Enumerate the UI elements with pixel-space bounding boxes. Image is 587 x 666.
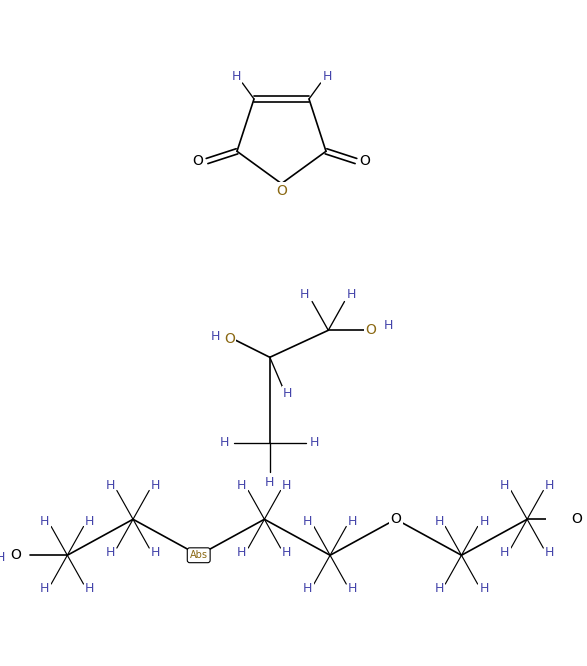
Text: H: H [106, 546, 115, 559]
Text: H: H [237, 546, 247, 559]
Text: H: H [40, 515, 49, 528]
Text: H: H [282, 480, 292, 492]
Text: H: H [500, 546, 510, 559]
Text: O: O [390, 512, 402, 526]
Text: H: H [545, 480, 554, 492]
Text: H: H [545, 546, 554, 559]
Text: H: H [434, 582, 444, 595]
Text: O: O [571, 512, 582, 526]
Text: O: O [193, 154, 204, 168]
Text: H: H [347, 288, 356, 301]
Text: H: H [384, 319, 393, 332]
Text: H: H [348, 582, 357, 595]
Text: H: H [85, 582, 95, 595]
Text: H: H [151, 546, 160, 559]
Text: H: H [303, 515, 312, 528]
Text: H: H [303, 582, 312, 595]
Text: H: H [40, 582, 49, 595]
Text: H: H [479, 515, 488, 528]
Text: H: H [0, 551, 5, 565]
Text: O: O [365, 323, 376, 337]
Text: O: O [276, 184, 287, 198]
Text: Abs: Abs [190, 550, 208, 560]
Text: H: H [283, 387, 292, 400]
Text: H: H [106, 480, 115, 492]
Text: H: H [85, 515, 95, 528]
Text: H: H [348, 515, 357, 528]
Text: H: H [265, 476, 275, 489]
Text: O: O [224, 332, 235, 346]
Text: H: H [322, 70, 332, 83]
Text: H: H [231, 70, 241, 83]
Text: H: H [151, 480, 160, 492]
Text: H: H [282, 546, 292, 559]
Text: H: H [300, 288, 309, 301]
Text: H: H [585, 510, 587, 523]
Text: H: H [479, 582, 488, 595]
Text: H: H [211, 330, 221, 343]
Text: H: H [434, 515, 444, 528]
Text: H: H [237, 480, 247, 492]
Text: O: O [11, 548, 22, 562]
Text: O: O [359, 154, 370, 168]
Text: H: H [220, 436, 230, 450]
Text: H: H [310, 436, 319, 450]
Text: H: H [500, 480, 510, 492]
